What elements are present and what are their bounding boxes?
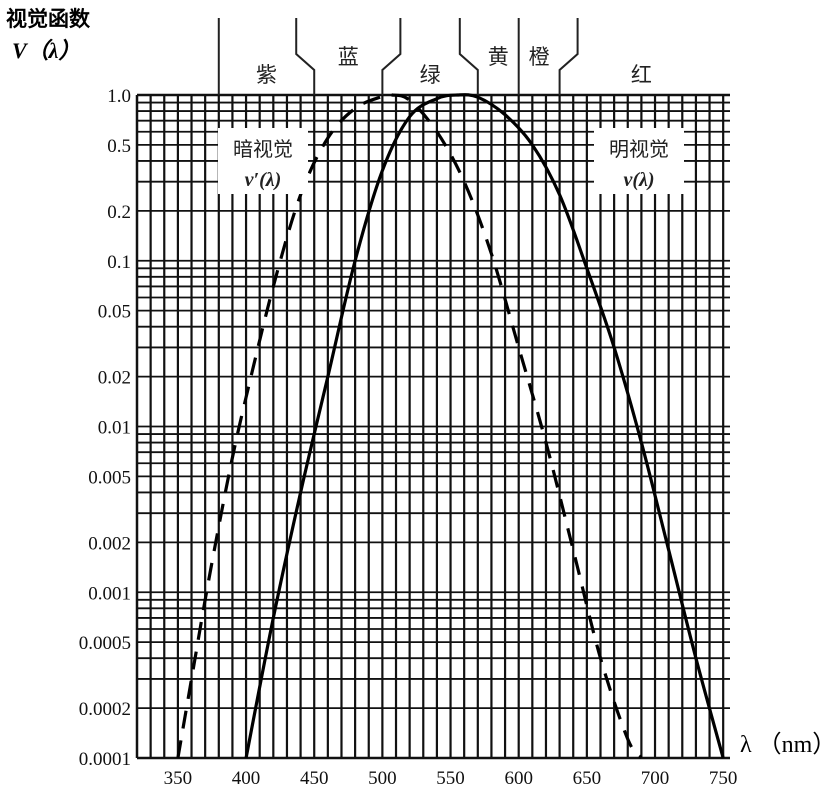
scotopic-label-bg [218, 128, 308, 194]
scotopic-series-name: 暗视觉 [233, 138, 293, 161]
x-tick-label: 700 [641, 768, 670, 789]
x-tick-label: 500 [368, 768, 397, 789]
y-axis-label-title: 视觉函数 [6, 7, 91, 31]
color-bands: 紫 蓝绿 黄 橙红 [217, 18, 652, 95]
band-label: 红 [631, 63, 652, 87]
band-label: 绿 [420, 63, 441, 87]
y-tick-label: 0.2 [107, 202, 131, 223]
x-tick-label: 450 [300, 768, 329, 789]
curves [176, 92, 725, 760]
x-tick-label: 600 [504, 768, 533, 789]
y-axis-label-symbol: V（λ） [12, 38, 80, 63]
x-tick-label: 550 [436, 768, 465, 789]
y-tick-label: 0.005 [88, 467, 131, 488]
y-tick-label: 0.02 [98, 368, 131, 389]
band-divider [381, 18, 402, 95]
x-axis-label: λ （nm） [740, 732, 836, 758]
x-tick-label: 350 [164, 768, 193, 789]
y-tick-label: 0.001 [88, 583, 131, 604]
band-label: 蓝 [338, 45, 359, 69]
band-divider [458, 18, 479, 95]
x-tick-label: 750 [709, 768, 738, 789]
band-label: 橙 [529, 45, 550, 69]
y-tick-label: 1.0 [107, 86, 131, 107]
y-tick-label: 0.5 [107, 136, 131, 157]
tick-labels: 350 400 450 500 550 600 650 700 750 1.0 0.5 0.2 0.1 0… [79, 86, 738, 789]
y-tick-label: 0.1 [107, 252, 131, 273]
photopic-label-bg [594, 128, 684, 194]
band-divider [558, 18, 579, 95]
photopic-series-name: 明视觉 [609, 138, 669, 161]
photopic-series-formula: v(λ) [623, 169, 654, 191]
x-tick-label: 400 [232, 768, 261, 789]
scotopic-series-formula: v′(λ) [245, 169, 282, 191]
y-tick-label: 0.05 [98, 302, 131, 323]
y-tick-label: 0.01 [98, 418, 131, 439]
y-tick-label: 0.0002 [79, 699, 131, 720]
y-tick-label: 0.0005 [79, 633, 131, 654]
grid [135, 93, 730, 760]
scotopic-curve [176, 92, 643, 760]
photopic-curve [244, 93, 725, 759]
y-tick-label: 0.0001 [79, 749, 131, 770]
y-tick-label: 0.002 [88, 533, 131, 554]
band-label: 黄 [488, 45, 509, 69]
x-tick-label: 650 [573, 768, 602, 789]
band-label: 紫 [256, 63, 277, 87]
band-divider [295, 18, 316, 95]
